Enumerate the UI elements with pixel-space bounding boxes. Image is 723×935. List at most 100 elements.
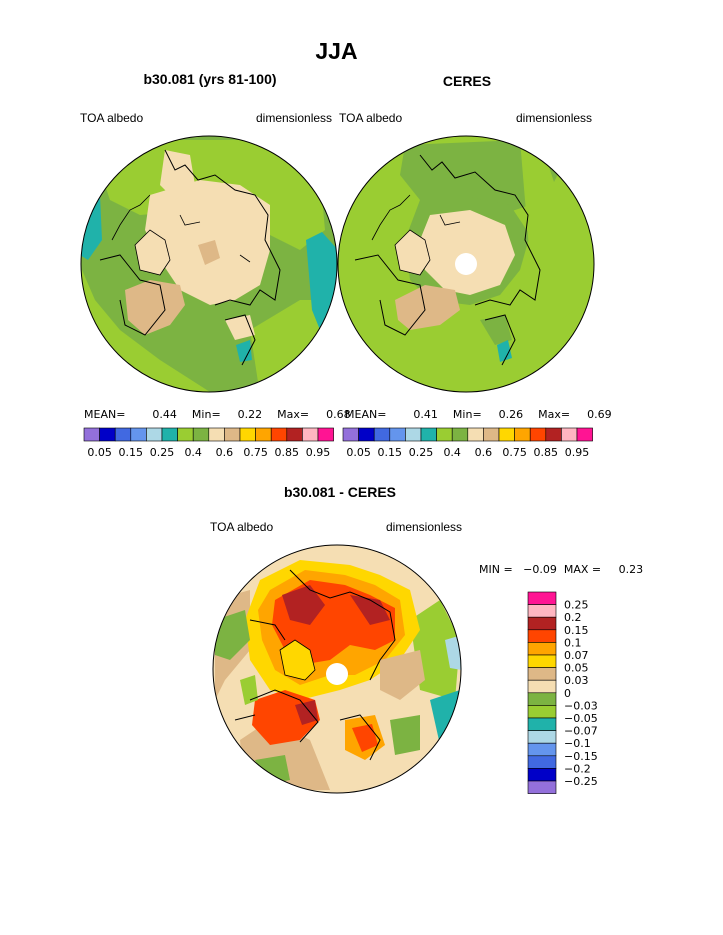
max-label: Max= (277, 408, 310, 421)
panel1-left-label: TOA albedo (80, 111, 144, 125)
colorbar-swatch (529, 427, 547, 442)
legend-label: −0.1 (564, 737, 591, 750)
min-label: Min= (452, 408, 482, 421)
colorbar-label: 0.15 (119, 446, 144, 459)
legend-swatch (527, 692, 557, 706)
colorbar-swatch (342, 427, 359, 442)
colorbar-panel2: 0.05 0.15 0.25 0.4 0.6 0.75 0.85 0.95 (342, 427, 593, 459)
colorbar-label: 0.85 (275, 446, 300, 459)
colorbar-swatch (83, 427, 100, 442)
legend-label: −0.07 (564, 725, 598, 738)
min-value: 0.22 (237, 408, 263, 421)
legend-label: 0.15 (564, 624, 589, 637)
colorbar-label: 0.95 (565, 446, 590, 459)
colorbar-swatch (146, 427, 163, 442)
legend-label: −0.2 (564, 762, 591, 775)
colorbar-swatch (405, 427, 422, 442)
colorbar-label: 0.75 (502, 446, 527, 459)
legend-swatch (527, 742, 557, 757)
ceres-map (338, 136, 594, 392)
min-label: Min= (191, 408, 221, 421)
legend-label: 0.05 (564, 662, 589, 675)
legend-label: −0.03 (564, 699, 598, 712)
panel2-left-label: TOA albedo (339, 111, 403, 125)
legend-swatch (527, 705, 557, 719)
page-title: JJA (315, 38, 358, 64)
colorbar-label: 0.6 (216, 446, 234, 459)
colorbar-swatch (420, 427, 437, 442)
colorbar-panel1: 0.05 0.15 0.25 0.4 0.6 0.75 0.85 0.95 (83, 427, 334, 459)
legend-swatch (527, 616, 557, 631)
legend-swatch (527, 755, 557, 769)
colorbar-diff: 0.250.20.150.10.070.050.030−0.03−0.05−0.… (527, 591, 598, 794)
legend-swatch (527, 717, 557, 731)
colorbar-swatch (561, 427, 578, 442)
colorbar-swatch (317, 427, 334, 442)
colorbar-swatch (483, 427, 500, 442)
legend-label: 0 (564, 687, 571, 700)
diff-title: b30.081 - CERES (283, 484, 397, 500)
colorbar-label: 0.25 (409, 446, 434, 459)
legend-label: 0.25 (564, 599, 589, 612)
panel1-stats: MEAN= 0.44 Min= 0.22 Max= 0.68 (84, 408, 351, 421)
difference-map (213, 545, 461, 793)
colorbar-swatch (358, 427, 375, 442)
diff-right-label: dimensionless (386, 520, 463, 534)
legend-label: 0.2 (564, 611, 582, 624)
colorbar-swatch (270, 427, 288, 442)
max-label: Max= (538, 408, 571, 421)
colorbar-swatch (467, 427, 484, 442)
colorbar-swatch (514, 427, 531, 442)
colorbar-swatch (576, 427, 593, 442)
legend-swatch (527, 679, 557, 694)
legend-label: −0.15 (564, 750, 598, 763)
colorbar-swatch (436, 427, 453, 442)
panel1-right-label: dimensionless (256, 111, 333, 125)
legend-swatch (527, 604, 557, 618)
colorbar-label: 0.6 (475, 446, 493, 459)
mean-value: 0.41 (413, 408, 438, 421)
legend-swatch (527, 768, 557, 782)
colorbar-swatch (451, 427, 469, 442)
colorbar-swatch (114, 427, 132, 442)
model-map (81, 136, 337, 392)
colorbar-swatch (373, 427, 391, 442)
colorbar-swatch (302, 427, 319, 442)
colorbar-swatch (177, 427, 194, 442)
colorbar-swatch (99, 427, 116, 442)
colorbar-label: 0.85 (534, 446, 559, 459)
colorbar-label: 0.15 (378, 446, 403, 459)
colorbar-swatch (498, 427, 515, 442)
mean-label: MEAN= (345, 408, 387, 421)
legend-swatch (527, 730, 557, 744)
colorbar-label: 0.75 (243, 446, 268, 459)
colorbar-swatch (389, 427, 406, 442)
colorbar-swatch (192, 427, 210, 442)
max-value: 0.68 (326, 408, 351, 421)
colorbar-label: 0.05 (87, 446, 112, 459)
legend-label: −0.05 (564, 712, 598, 725)
legend-label: 0.1 (564, 636, 582, 649)
colorbar-swatch (130, 427, 147, 442)
colorbar-swatch (208, 427, 225, 442)
colorbar-label: 0.05 (346, 446, 371, 459)
mean-label: MEAN= (84, 408, 126, 421)
legend-swatch (527, 667, 557, 681)
max-value: 0.69 (587, 408, 612, 421)
mean-value: 0.44 (152, 408, 177, 421)
colorbar-swatch (255, 427, 272, 442)
colorbar-label: 0.4 (184, 446, 202, 459)
panel2-right-label: dimensionless (516, 111, 593, 125)
legend-swatch (527, 591, 557, 605)
legend-label: 0.03 (564, 674, 589, 687)
colorbar-swatch (286, 427, 303, 442)
colorbar-label: 0.95 (306, 446, 331, 459)
colorbar-swatch (224, 427, 241, 442)
colorbar-label: 0.4 (443, 446, 461, 459)
panel1-title: b30.081 (yrs 81-100) (143, 71, 277, 87)
legend-label: 0.07 (564, 649, 589, 662)
legend-label: −0.25 (564, 775, 598, 788)
min-value: 0.26 (498, 408, 524, 421)
panel2-stats: MEAN= 0.41 Min= 0.26 Max= 0.69 (345, 408, 612, 421)
